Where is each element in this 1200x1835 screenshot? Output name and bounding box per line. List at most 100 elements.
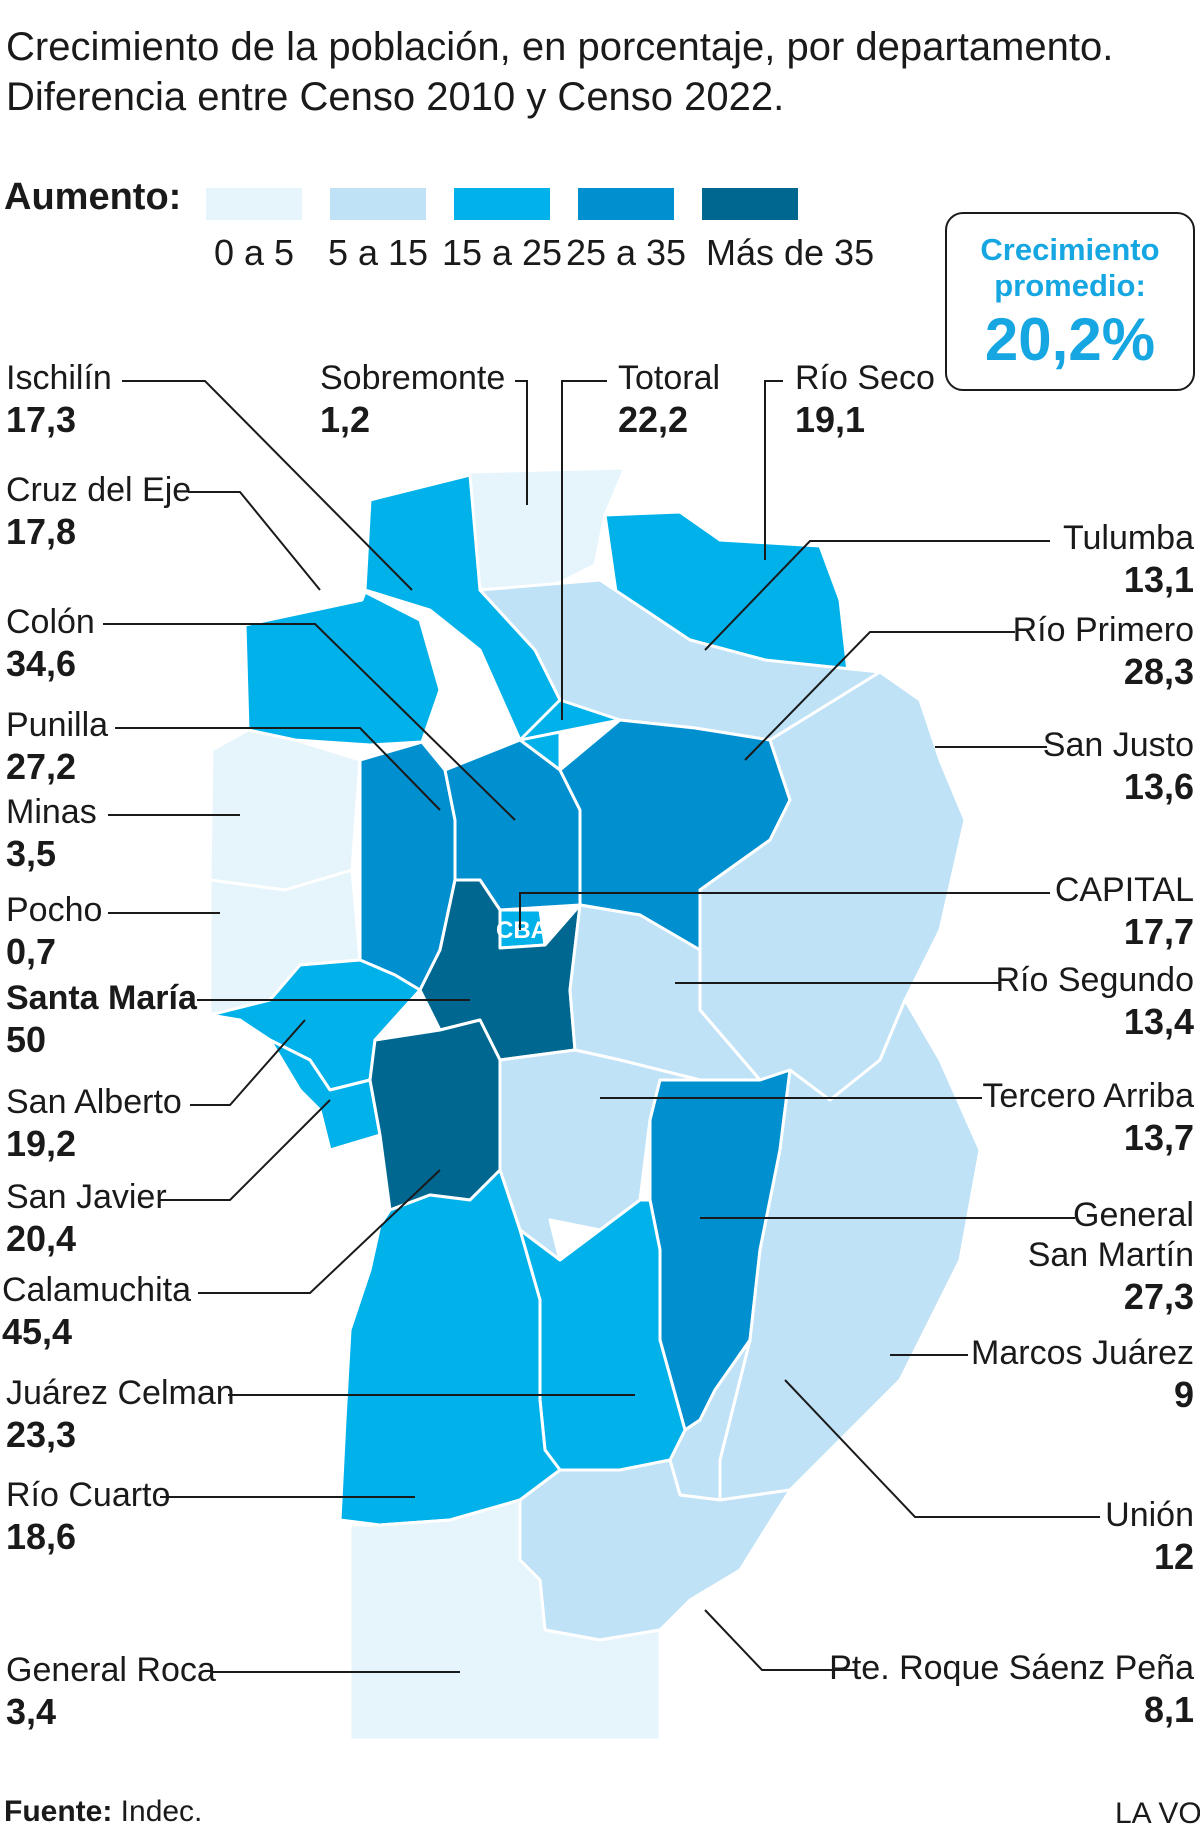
label-general-roca-value: 3,4 bbox=[6, 1691, 57, 1732]
legend-label-25-35: 25 a 35 bbox=[565, 232, 687, 273]
title-line-1: Crecimiento de la población, en porcenta… bbox=[6, 25, 1114, 69]
label-union-name: Unión bbox=[1105, 1496, 1194, 1534]
label-punilla-name: Punilla bbox=[6, 706, 109, 744]
label-union: Unión 12 bbox=[1105, 1495, 1194, 1579]
label-san-alberto: San Alberto 19,2 bbox=[6, 1082, 182, 1166]
label-sobremonte-name: Sobremonte bbox=[320, 359, 506, 397]
label-san-alberto-value: 19,2 bbox=[6, 1123, 77, 1164]
label-marcos-juarez-name: Marcos Juárez bbox=[971, 1334, 1194, 1372]
leader-capital bbox=[519, 892, 1050, 930]
label-union-value: 12 bbox=[1153, 1536, 1194, 1577]
label-rio-primero: Río Primero 28,3 bbox=[1013, 610, 1194, 694]
region-marcos-juarez bbox=[718, 998, 982, 1502]
label-tercero-arriba-value: 13,7 bbox=[1123, 1117, 1194, 1158]
leader-totoral bbox=[561, 380, 607, 720]
average-growth-value: 20,2% bbox=[984, 306, 1156, 373]
label-rio-seco: Río Seco 19,1 bbox=[795, 358, 935, 442]
label-marcos-juarez-value: 9 bbox=[1173, 1374, 1194, 1415]
label-rio-cuarto: Río Cuarto 18,6 bbox=[6, 1475, 170, 1559]
label-marcos-juarez: Marcos Juárez 9 bbox=[971, 1333, 1194, 1417]
leader-san-javier bbox=[158, 1099, 331, 1201]
label-general-san-martin-line2: San Martín bbox=[1027, 1236, 1194, 1274]
label-totoral: Totoral 22,2 bbox=[618, 358, 720, 442]
region-minas bbox=[208, 728, 362, 892]
label-rio-primero-name: Río Primero bbox=[1012, 611, 1194, 649]
label-tercero-arriba-name: Tercero Arriba bbox=[982, 1077, 1194, 1115]
label-calamuchita-name: Calamuchita bbox=[2, 1271, 191, 1309]
label-rio-cuarto-value: 18,6 bbox=[6, 1516, 77, 1557]
leader-rio-primero bbox=[744, 631, 1015, 761]
legend-swatch-5-15 bbox=[330, 188, 426, 220]
region-sobremonte bbox=[468, 466, 627, 597]
label-san-javier: San Javier 20,4 bbox=[6, 1177, 167, 1261]
label-calamuchita: Calamuchita 45,4 bbox=[2, 1270, 191, 1354]
label-punilla: Punilla 27,2 bbox=[6, 705, 108, 789]
region-cruz-del-eje bbox=[243, 590, 442, 747]
label-san-javier-name: San Javier bbox=[6, 1178, 167, 1216]
leader-punilla bbox=[115, 727, 441, 811]
label-ischilin: Ischilín 17,3 bbox=[6, 358, 112, 442]
label-minas-name: Minas bbox=[6, 793, 97, 831]
legend-label-0-5: 0 a 5 bbox=[213, 232, 295, 273]
label-capital-name: CAPITAL bbox=[1054, 871, 1194, 909]
label-tulumba-value: 13,1 bbox=[1123, 559, 1194, 600]
label-rio-segundo: Río Segundo 13,4 bbox=[996, 960, 1195, 1044]
label-tulumba-name: Tulumba bbox=[1062, 519, 1194, 557]
average-growth-label: Crecimiento promedio: bbox=[980, 232, 1160, 303]
label-pte-roque-saenz-pena-name: Pte. Roque Sáenz Peña bbox=[829, 1649, 1194, 1687]
label-rio-seco-value: 19,1 bbox=[795, 399, 866, 440]
legend-swatch-over-35 bbox=[702, 188, 798, 220]
label-colon: Colón 34,6 bbox=[6, 602, 95, 686]
label-san-alberto-name: San Alberto bbox=[6, 1083, 182, 1121]
leader-calamuchita bbox=[198, 1169, 441, 1294]
label-ischilin-name: Ischilín bbox=[6, 359, 112, 397]
legend-swatch-0-5 bbox=[206, 188, 302, 220]
leader-tulumba bbox=[704, 540, 1050, 651]
label-general-roca-name: General Roca bbox=[6, 1651, 216, 1689]
leader-cruz-del-eje bbox=[188, 491, 321, 591]
label-rio-segundo-name: Río Segundo bbox=[995, 961, 1195, 999]
label-santa-maria: Santa María 50 bbox=[6, 978, 197, 1062]
label-general-san-martin-value: 27,3 bbox=[1123, 1276, 1194, 1317]
region-general-roca bbox=[348, 1498, 662, 1742]
label-totoral-name: Totoral bbox=[618, 359, 721, 397]
label-cruz-del-eje-value: 17,8 bbox=[6, 511, 77, 552]
label-pte-roque-saenz-pena-value: 8,1 bbox=[1143, 1689, 1194, 1730]
label-rio-cuarto-name: Río Cuarto bbox=[6, 1476, 171, 1514]
label-sobremonte-value: 1,2 bbox=[320, 399, 371, 440]
label-calamuchita-value: 45,4 bbox=[2, 1311, 73, 1352]
leader-san-alberto bbox=[190, 1019, 306, 1106]
label-juarez-celman-name: Juárez Celman bbox=[6, 1374, 235, 1412]
label-cruz-del-eje: Cruz del Eje 17,8 bbox=[6, 470, 191, 554]
label-tulumba: Tulumba 13,1 bbox=[1063, 518, 1194, 602]
label-general-san-martin: General San Martín 27,3 bbox=[1028, 1195, 1194, 1319]
label-juarez-celman: Juárez Celman 23,3 bbox=[6, 1373, 235, 1457]
source-note: Fuente: Indec. bbox=[4, 1795, 202, 1829]
leader-sobremonte bbox=[515, 380, 528, 505]
label-pocho-name: Pocho bbox=[6, 891, 103, 929]
label-san-justo: San Justo 13,6 bbox=[1043, 725, 1194, 809]
source-label: Fuente: bbox=[4, 1795, 113, 1828]
region-colon bbox=[443, 738, 582, 912]
label-san-javier-value: 20,4 bbox=[6, 1218, 77, 1259]
label-santa-maria-name: Santa María bbox=[6, 979, 197, 1017]
leader-union bbox=[784, 1379, 1100, 1518]
legend-swatch-25-35 bbox=[578, 188, 674, 220]
brand-logo-text: LA VO bbox=[1115, 1797, 1200, 1830]
label-general-roca: General Roca 3,4 bbox=[6, 1650, 216, 1734]
legend-label-15-25: 15 a 25 bbox=[441, 232, 563, 273]
leader-pte-roque-saenz-pena bbox=[704, 1609, 855, 1671]
label-rio-segundo-value: 13,4 bbox=[1123, 1001, 1194, 1042]
average-growth-box: Crecimiento promedio: 20,2% bbox=[945, 212, 1195, 391]
label-juarez-celman-value: 23,3 bbox=[6, 1414, 77, 1455]
label-minas-value: 3,5 bbox=[6, 833, 57, 874]
label-sobremonte: Sobremonte 1,2 bbox=[320, 358, 505, 442]
label-colon-name: Colón bbox=[6, 603, 95, 641]
label-pocho: Pocho 0,7 bbox=[6, 890, 102, 974]
label-capital-value: 17,7 bbox=[1123, 911, 1194, 952]
label-tercero-arriba: Tercero Arriba 13,7 bbox=[982, 1076, 1194, 1160]
label-rio-seco-name: Río Seco bbox=[795, 359, 935, 397]
label-capital: CAPITAL 17,7 bbox=[1055, 870, 1194, 954]
source-value: Indec. bbox=[120, 1795, 203, 1828]
